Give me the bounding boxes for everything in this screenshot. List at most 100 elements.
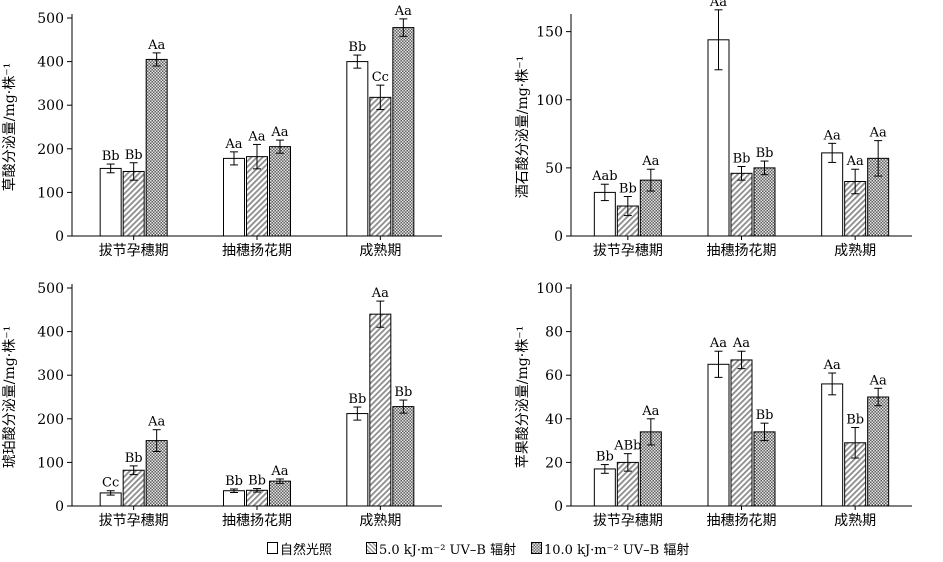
x-tick-label: 成熟期 bbox=[834, 243, 876, 259]
significance-label: ABb bbox=[613, 439, 641, 454]
significance-label: Bb bbox=[125, 451, 143, 466]
significance-label: Aa bbox=[823, 128, 841, 143]
y-tick-label: 0 bbox=[554, 499, 563, 515]
significance-label: Aa bbox=[224, 137, 242, 152]
significance-label: Bb bbox=[846, 413, 864, 428]
significance-label: Aa bbox=[247, 129, 265, 144]
y-tick-label: 400 bbox=[37, 325, 64, 341]
significance-label: Aa bbox=[732, 336, 750, 351]
significance-label: Bb bbox=[394, 385, 412, 400]
legend-item-uv5: 5.0 kJ·m⁻² UV–B 辐射 bbox=[366, 538, 516, 558]
y-tick-label: 300 bbox=[37, 368, 64, 384]
significance-label: Aa bbox=[147, 415, 165, 430]
y-tick-label: 150 bbox=[536, 25, 563, 41]
chart-panel-2: 050100150酒石酸分泌量/mg·株⁻¹拔节孕穗期AabBbAa抽穗扬花期A… bbox=[515, 0, 912, 259]
x-tick-label: 拔节孕穗期 bbox=[593, 243, 663, 259]
significance-label: Aa bbox=[869, 126, 887, 141]
y-tick-label: 0 bbox=[554, 229, 563, 245]
bar-uv5 bbox=[246, 489, 268, 507]
y-tick-label: 100 bbox=[37, 185, 64, 201]
x-tick-label: 拔节孕穗期 bbox=[593, 513, 663, 529]
significance-label: Cc bbox=[102, 476, 119, 491]
significance-label: Bb bbox=[102, 149, 120, 164]
significance-label: Bb bbox=[348, 392, 366, 407]
significance-label: Aa bbox=[270, 125, 288, 140]
y-tick-label: 0 bbox=[55, 499, 64, 515]
bar-uv10 bbox=[867, 396, 890, 507]
x-tick-label: 成熟期 bbox=[359, 513, 401, 529]
significance-label: Aa bbox=[641, 404, 659, 419]
significance-label: Aa bbox=[709, 0, 727, 10]
legend-label-uv10: 10.0 kJ·m⁻² UV–B 辐射 bbox=[544, 542, 690, 558]
significance-label: Bb bbox=[619, 181, 637, 196]
legend: 自然光照 5.0 kJ·m⁻² UV–B 辐射 10.0 kJ·m⁻² UV–B… bbox=[0, 536, 943, 560]
significance-label: Aa bbox=[147, 38, 165, 53]
bar-natural bbox=[346, 413, 369, 507]
legend-swatch-uv5 bbox=[366, 542, 377, 554]
bar-natural bbox=[346, 61, 369, 237]
bar-uv10 bbox=[753, 167, 776, 237]
y-tick-label: 200 bbox=[37, 142, 64, 158]
bar-natural bbox=[593, 468, 616, 507]
chart-panel-4: 020406080100苹果酸分泌量/mg·株⁻¹拔节孕穗期BbABbAa抽穗扬… bbox=[515, 281, 912, 529]
x-tick-label: 抽穗扬花期 bbox=[707, 513, 777, 529]
y-tick-label: 80 bbox=[545, 325, 563, 341]
chart-panel-3: 0 100 200 300 400 500 琥珀酸分泌量/mg·株⁻¹ 拔节孕穗期 Cc Bb Aa… bbox=[2, 281, 442, 529]
bar-uv10 bbox=[145, 58, 168, 237]
bar-natural bbox=[821, 152, 844, 237]
bar-natural bbox=[707, 363, 730, 507]
y-tick-label: 50 bbox=[545, 161, 563, 177]
y-tick-label: 100 bbox=[37, 455, 64, 471]
y-axis-label: 苹果酸分泌量/mg·株⁻¹ bbox=[515, 326, 531, 468]
significance-label: Aa bbox=[270, 464, 288, 479]
bar-natural bbox=[223, 490, 245, 507]
significance-label: Bb bbox=[733, 152, 751, 167]
legend-label-uv5: 5.0 kJ·m⁻² UV–B 辐射 bbox=[379, 542, 517, 558]
x-tick-label: 拔节孕穗期 bbox=[99, 243, 169, 259]
y-axis-label: 酒石酸分泌量/mg·株⁻¹ bbox=[515, 56, 531, 198]
legend-item-uv10: 10.0 kJ·m⁻² UV–B 辐射 bbox=[531, 538, 689, 558]
bar-uv5 bbox=[369, 313, 392, 507]
significance-label: Bb bbox=[125, 148, 143, 163]
significance-label: Aa bbox=[709, 336, 727, 351]
significance-label: Aa bbox=[641, 154, 659, 169]
bar-uv10 bbox=[269, 146, 291, 237]
x-tick-label: 成熟期 bbox=[359, 243, 401, 259]
bar-uv5 bbox=[730, 172, 753, 237]
significance-label: Aa bbox=[846, 154, 864, 169]
bar-natural bbox=[99, 167, 122, 237]
y-axis-label: 琥珀酸分泌量/mg·株⁻¹ bbox=[2, 326, 18, 468]
y-tick-label: 100 bbox=[536, 93, 563, 109]
y-tick-label: 0 bbox=[55, 229, 64, 245]
y-tick-label: 500 bbox=[37, 11, 64, 27]
significance-label: Cc bbox=[372, 70, 389, 85]
y-tick-label: 400 bbox=[37, 55, 64, 71]
bar-uv10 bbox=[392, 27, 415, 237]
chart-panel-1: 0 100 200 300 400 500 草酸分泌量/mg·株⁻¹ 拔节孕穗期 Bb Bb Aa 抽… bbox=[2, 4, 442, 259]
bar-natural bbox=[821, 383, 844, 507]
significance-label: Bb bbox=[756, 408, 774, 423]
y-tick-label: 40 bbox=[545, 412, 563, 428]
y-tick-label: 200 bbox=[37, 412, 64, 428]
significance-label: Bb bbox=[248, 474, 266, 489]
significance-label: Aab bbox=[591, 169, 617, 184]
significance-label: Bb bbox=[348, 40, 366, 55]
x-tick-label: 抽穗扬花期 bbox=[222, 513, 292, 529]
significance-label: Bb bbox=[596, 450, 614, 465]
y-tick-label: 60 bbox=[545, 368, 563, 384]
y-tick-label: 500 bbox=[37, 281, 64, 297]
significance-label: Bb bbox=[756, 146, 774, 161]
x-tick-label: 抽穗扬花期 bbox=[707, 243, 777, 259]
bar-uv10 bbox=[753, 431, 776, 507]
y-tick-label: 100 bbox=[536, 281, 563, 297]
x-tick-label: 成熟期 bbox=[834, 513, 876, 529]
bar-uv5 bbox=[730, 359, 753, 507]
significance-label: Aa bbox=[371, 286, 389, 301]
significance-label: Aa bbox=[394, 4, 412, 19]
y-tick-label: 20 bbox=[545, 455, 563, 471]
legend-swatch-natural bbox=[267, 542, 278, 554]
significance-label: Aa bbox=[823, 358, 841, 373]
bar-uv5 bbox=[122, 469, 145, 507]
x-tick-label: 拔节孕穗期 bbox=[99, 513, 169, 529]
